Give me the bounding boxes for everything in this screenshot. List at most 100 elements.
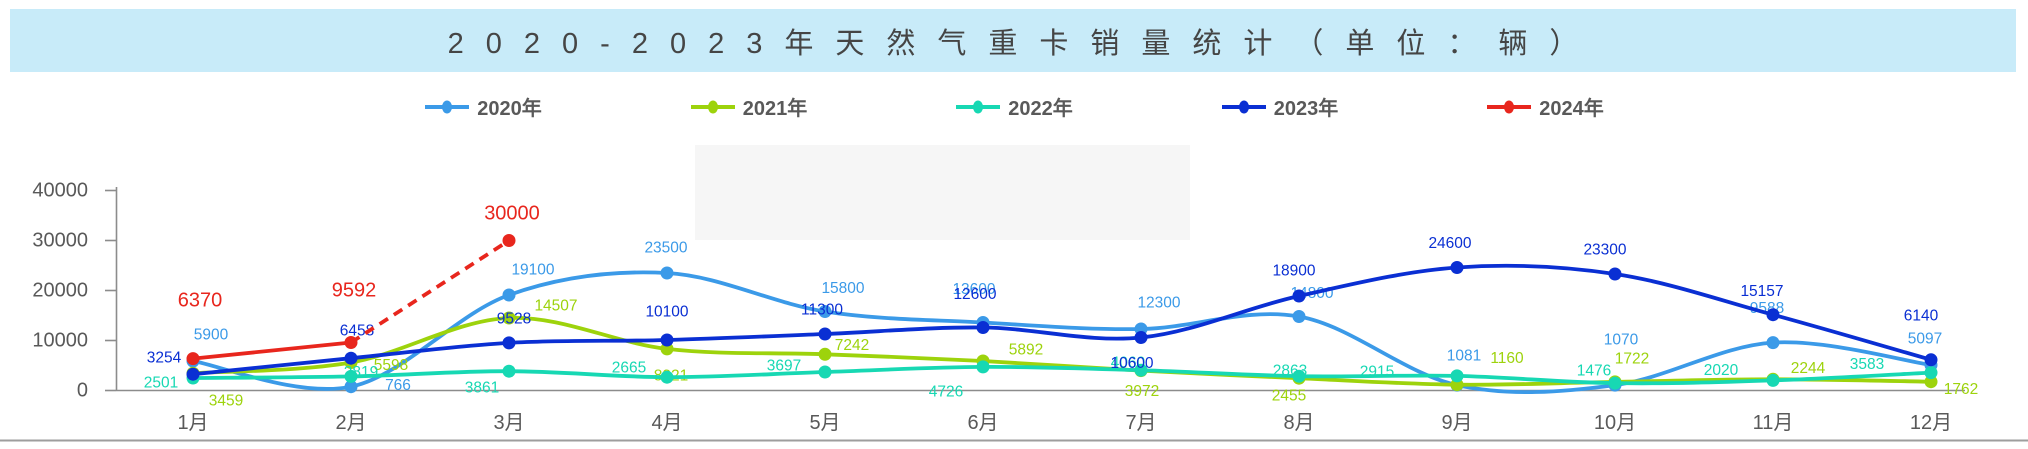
data-label: 1081: [1447, 348, 1481, 365]
data-label: 7242: [835, 337, 869, 354]
data-label: 5900: [194, 327, 229, 344]
data-label: 2455: [1272, 388, 1306, 405]
data-point: [1292, 369, 1306, 383]
data-point: [660, 333, 674, 347]
data-label: 3459: [209, 393, 243, 410]
x-axis-label: 12月: [1910, 412, 1952, 434]
data-point: [660, 342, 674, 356]
data-point: [344, 380, 358, 394]
data-label: 13600: [952, 281, 995, 298]
x-axis-label: 3月: [493, 412, 524, 434]
data-label: 24600: [1428, 235, 1471, 252]
legend-marker-icon: [425, 100, 470, 113]
data-label: 10600: [1110, 355, 1153, 372]
chart-title: 2020-2023年天然气重卡销量统计（单位：辆）: [447, 27, 1601, 60]
data-point: [186, 352, 200, 366]
data-point: [1450, 261, 1464, 274]
data-label: 1070: [1604, 332, 1639, 349]
legend-label: 2020年: [477, 98, 542, 120]
data-label: 5598: [374, 357, 408, 374]
y-axis-label: 40000: [32, 180, 88, 202]
y-axis-label: 10000: [32, 330, 88, 352]
series-2023年: 3254 6458 9528 10100 11300 12600 10600 18900 246…: [147, 235, 1939, 381]
x-axis-label: 8月: [1283, 412, 1314, 434]
data-point: [186, 367, 200, 381]
data-point: [1292, 289, 1306, 303]
y-axis-label: 20000: [32, 280, 88, 302]
data-label: 15800: [821, 280, 864, 297]
x-axis-label: 11月: [1753, 412, 1794, 434]
series-line-solid: [191, 340, 353, 361]
legend-item-2021年[interactable]: 2021年: [690, 92, 808, 121]
data-point: [1292, 310, 1306, 323]
data-label: 6458: [340, 323, 374, 340]
data-point: [1608, 267, 1622, 281]
data-label: 3861: [465, 380, 499, 397]
data-point: [1450, 369, 1464, 383]
legend-label: 2024年: [1539, 98, 1604, 120]
data-label: 12600: [953, 286, 996, 303]
data-point: [1924, 353, 1938, 367]
data-label: 23300: [1583, 242, 1626, 259]
x-axis-label: 9月: [1441, 412, 1472, 434]
data-label: 15157: [1740, 283, 1783, 300]
series-line: [191, 364, 1933, 386]
data-label: 2915: [1360, 363, 1394, 380]
data-label: 1762: [1944, 381, 1978, 398]
data-point: [502, 311, 516, 325]
x-axis-label: 7月: [1125, 412, 1156, 434]
x-axis-label: 5月: [809, 412, 840, 434]
legend: 2020年 2021年 2022年 2023年 2024年: [0, 92, 2028, 121]
data-label: 3697: [767, 358, 801, 375]
data-label: 1160: [1490, 350, 1524, 367]
data-label: 3254: [147, 350, 182, 367]
data-label: 9528: [497, 310, 531, 327]
series-2024年: 6370 9592 30000: [178, 203, 540, 366]
data-point: [660, 370, 674, 384]
legend-item-2020年[interactable]: 2020年: [424, 92, 542, 121]
data-point: [818, 347, 832, 361]
data-label: 6140: [1904, 307, 1939, 324]
data-label: 18900: [1272, 263, 1315, 280]
data-point: [502, 336, 516, 350]
x-axis-label: 2月: [335, 412, 366, 434]
data-point: [344, 336, 358, 349]
data-point: [502, 288, 516, 302]
legend-item-2023年[interactable]: 2023年: [1221, 92, 1338, 121]
legend-label: 2021年: [742, 98, 808, 120]
data-label: 2244: [1791, 360, 1826, 377]
series-line: [191, 263, 1933, 377]
data-label: 11300: [801, 302, 843, 319]
data-label: 30000: [484, 203, 540, 225]
watermark-remnant: [695, 145, 1190, 240]
x-axis-label: 4月: [651, 412, 682, 434]
y-axis-label: 30000: [32, 230, 88, 252]
x-axis-label: 6月: [967, 412, 998, 434]
legend-item-2024年[interactable]: 2024年: [1486, 92, 1604, 121]
data-label: 6370: [178, 290, 223, 312]
data-point: [502, 234, 516, 247]
x-axis-label: 10月: [1594, 412, 1636, 434]
data-point: [1608, 376, 1622, 390]
data-label: 23500: [644, 240, 687, 257]
data-label: 1722: [1615, 350, 1649, 367]
data-label: 19100: [511, 262, 554, 279]
data-label: 14507: [534, 297, 577, 314]
data-label: 5097: [1908, 331, 1942, 348]
data-point: [1924, 375, 1938, 389]
data-label: 4726: [929, 383, 963, 400]
y-axis-label: 0: [77, 380, 88, 402]
data-point: [1766, 308, 1780, 322]
data-label: 12300: [1137, 295, 1180, 312]
data-point: [1134, 363, 1148, 377]
data-point: [818, 327, 832, 341]
data-point: [344, 369, 358, 383]
x-axis-label: 1月: [177, 412, 208, 434]
title-bar: 2020-2023年天然气重卡销量统计（单位：辆）: [10, 9, 2016, 72]
series-2021年: 3459559814507832172425892397224551160172…: [186, 297, 1978, 410]
legend-item-2022年[interactable]: 2022年: [955, 92, 1073, 121]
data-label: 1476: [1577, 363, 1611, 380]
data-point: [1766, 336, 1780, 350]
